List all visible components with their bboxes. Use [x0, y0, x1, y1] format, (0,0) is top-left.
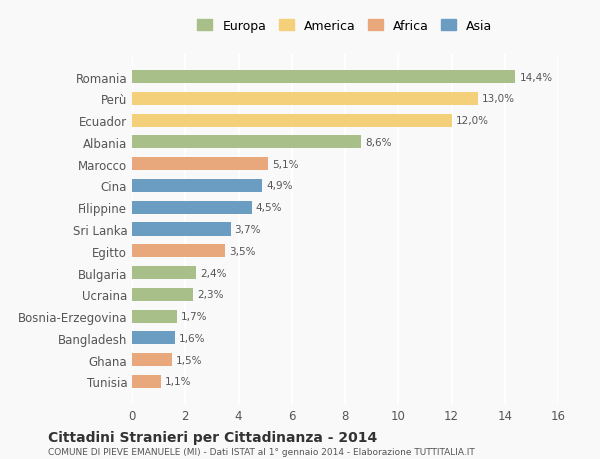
Bar — [132, 93, 478, 106]
Text: COMUNE DI PIEVE EMANUELE (MI) - Dati ISTAT al 1° gennaio 2014 - Elaborazione TUT: COMUNE DI PIEVE EMANUELE (MI) - Dati IST… — [48, 448, 475, 456]
Bar — [132, 245, 225, 258]
Text: 14,4%: 14,4% — [520, 73, 553, 83]
Legend: Europa, America, Africa, Asia: Europa, America, Africa, Asia — [194, 16, 496, 36]
Text: 8,6%: 8,6% — [365, 138, 391, 148]
Bar — [132, 266, 196, 280]
Bar — [132, 114, 452, 128]
Bar — [132, 331, 175, 345]
Text: Cittadini Stranieri per Cittadinanza - 2014: Cittadini Stranieri per Cittadinanza - 2… — [48, 430, 377, 444]
Bar — [132, 158, 268, 171]
Bar — [132, 179, 262, 193]
Text: 1,1%: 1,1% — [165, 376, 192, 386]
Text: 4,9%: 4,9% — [266, 181, 293, 191]
Text: 3,7%: 3,7% — [235, 224, 261, 235]
Bar — [132, 201, 252, 214]
Text: 1,5%: 1,5% — [176, 355, 202, 365]
Text: 13,0%: 13,0% — [482, 94, 515, 104]
Bar — [132, 353, 172, 366]
Text: 5,1%: 5,1% — [272, 159, 298, 169]
Text: 2,3%: 2,3% — [197, 290, 224, 300]
Text: 12,0%: 12,0% — [455, 116, 488, 126]
Bar — [132, 223, 230, 236]
Text: 1,6%: 1,6% — [179, 333, 205, 343]
Bar — [132, 136, 361, 149]
Text: 1,7%: 1,7% — [181, 311, 208, 321]
Text: 4,5%: 4,5% — [256, 203, 283, 213]
Text: 3,5%: 3,5% — [229, 246, 256, 256]
Bar — [132, 310, 177, 323]
Text: 2,4%: 2,4% — [200, 268, 226, 278]
Bar — [132, 288, 193, 301]
Bar — [132, 375, 161, 388]
Bar — [132, 71, 515, 84]
